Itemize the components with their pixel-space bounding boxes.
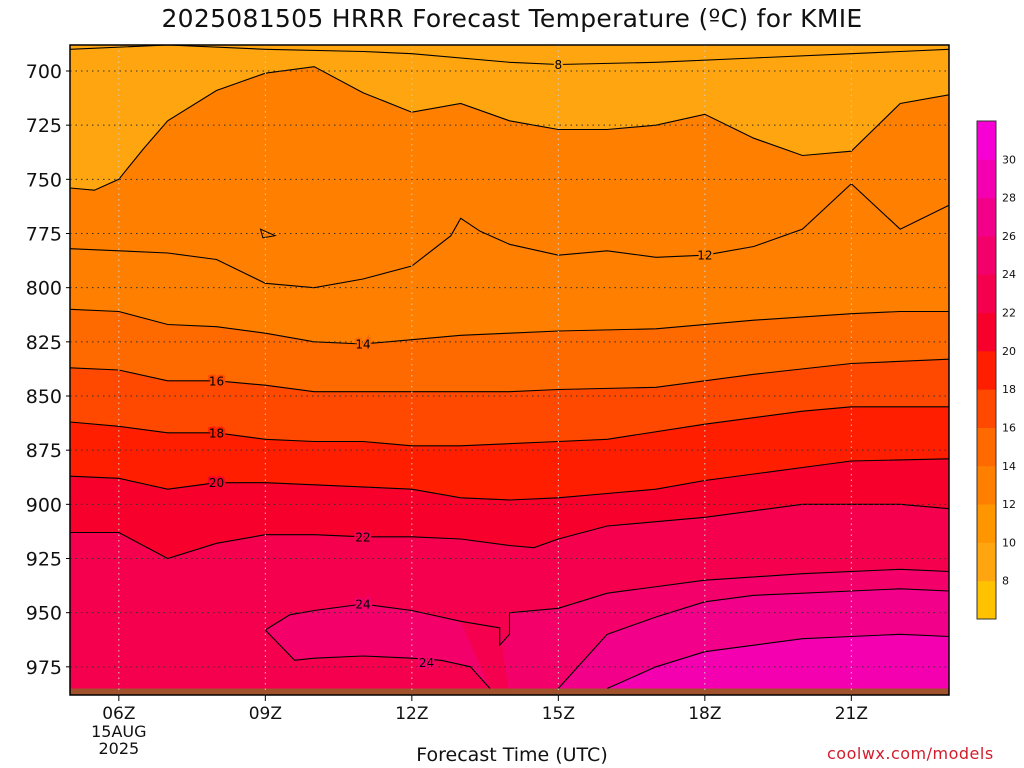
y-tick-label-725: 725 — [26, 115, 62, 137]
colorbar-swatch-0 — [977, 580, 996, 620]
contour-18 — [70, 406, 949, 447]
contour-8 — [70, 45, 949, 66]
y-tick-label-800: 800 — [26, 278, 62, 300]
contour-22 — [70, 503, 949, 560]
colorbar-swatch-4 — [977, 427, 996, 467]
colorbar-label-20: 20 — [1002, 345, 1016, 358]
band-8-10 — [70, 45, 949, 191]
contour-label-20-6: 20 — [209, 476, 224, 490]
contour-14 — [70, 308, 949, 345]
contour-24 — [264, 629, 491, 689]
colorbar-swatch-10 — [977, 197, 996, 237]
colorbar-label-14: 14 — [1002, 460, 1016, 473]
y-tick-label-875: 875 — [26, 440, 62, 462]
contour-label-16-4: 16 — [209, 374, 224, 388]
plot-frame — [69, 44, 950, 696]
colorbar-swatch-6 — [977, 350, 996, 390]
contour-label-18-5: 18 — [209, 426, 224, 440]
contour-12 — [70, 182, 949, 289]
x-axis-title: Forecast Time (UTC) — [416, 744, 608, 766]
x-tick-sublabel-0: 15AUG — [91, 722, 146, 741]
contour-small-loop — [259, 228, 277, 239]
colorbar-swatch-12 — [977, 121, 996, 160]
contour-20 — [70, 458, 949, 501]
contour-label-12-2: 12 — [697, 249, 712, 263]
contour-24 — [265, 568, 949, 647]
colorbar-frame — [976, 120, 997, 620]
contour-label-24-8: 24 — [355, 598, 370, 612]
y-tick-label-825: 825 — [26, 332, 62, 354]
contour-label-24-9: 24 — [419, 656, 434, 670]
y-tick-label-775: 775 — [26, 224, 62, 246]
y-tick-label-750: 750 — [26, 169, 62, 191]
contour-label-14-3: 14 — [355, 338, 370, 352]
colorbar-swatch-5 — [977, 389, 996, 428]
colorbar-label-28: 28 — [1002, 192, 1016, 205]
colorbar-label-18: 18 — [1002, 383, 1016, 396]
colorbar-swatch-3 — [977, 465, 996, 505]
contour-label-22-7: 22 — [355, 530, 370, 544]
contour-10 — [70, 66, 949, 191]
ground-surface — [70, 688, 949, 695]
x-tick-label-06Z: 06Z — [102, 704, 135, 724]
colorbar-label-16: 16 — [1002, 421, 1016, 434]
contour-26-10 — [557, 588, 949, 689]
y-tick-label-950: 950 — [26, 603, 62, 625]
colorbar-label-26: 26 — [1002, 230, 1016, 243]
colorbar-label-10: 10 — [1002, 536, 1016, 549]
colorbar-label-30: 30 — [1002, 153, 1016, 166]
y-tick-label-700: 700 — [26, 61, 62, 83]
x-tick-sublabel-1: 2025 — [98, 739, 139, 758]
y-tick-label-925: 925 — [26, 549, 62, 571]
y-tick-label-975: 975 — [26, 657, 62, 679]
watermark: coolwx.com/models — [827, 744, 994, 763]
colorbar-swatch-9 — [977, 235, 996, 275]
colorbar-swatch-1 — [977, 542, 996, 582]
colorbar-label-22: 22 — [1002, 307, 1016, 320]
x-tick-label-12Z: 12Z — [395, 704, 428, 724]
colorbar-label-8: 8 — [1002, 575, 1009, 588]
x-tick-label-21Z: 21Z — [835, 704, 868, 724]
band-28-30 — [607, 634, 949, 695]
contour-28-11 — [606, 633, 949, 690]
colorbar-swatch-7 — [977, 312, 996, 352]
colorbar-swatch-8 — [977, 274, 996, 314]
colorbar-label-12: 12 — [1002, 498, 1016, 511]
x-tick-label-09Z: 09Z — [249, 704, 282, 724]
colorbar-swatch-2 — [977, 504, 996, 543]
colorbar-swatch-11 — [977, 159, 996, 199]
colorbar-label-24: 24 — [1002, 268, 1016, 281]
contour-label-8-0: 8 — [555, 58, 563, 72]
x-tick-label-15Z: 15Z — [542, 704, 575, 724]
x-tick-label-18Z: 18Z — [688, 704, 721, 724]
band-24-bubble — [265, 604, 490, 689]
y-tick-label-900: 900 — [26, 494, 62, 516]
chart-title: 2025081505 HRRR Forecast Temperature (ºC… — [161, 4, 863, 33]
y-tick-label-850: 850 — [26, 386, 62, 408]
